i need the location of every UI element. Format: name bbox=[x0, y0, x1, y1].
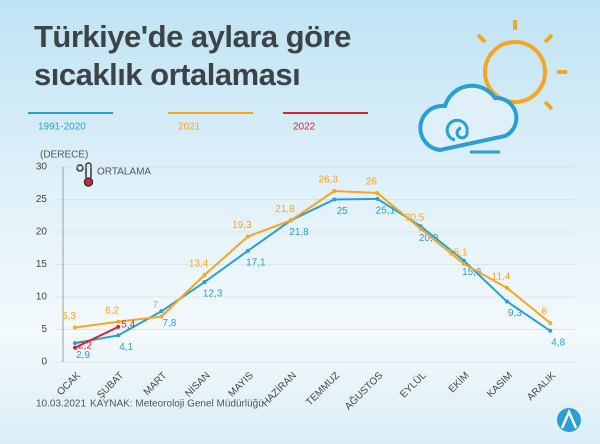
data-label: 6,2 bbox=[105, 305, 119, 316]
legend-label: 2021 bbox=[178, 122, 201, 133]
data-point bbox=[289, 218, 293, 223]
data-point bbox=[461, 261, 466, 266]
data-label: 2,2 bbox=[78, 340, 92, 351]
data-label: 13,4 bbox=[189, 259, 209, 270]
data-point bbox=[505, 285, 509, 290]
data-label: 6 bbox=[541, 307, 547, 318]
data-label: 7,8 bbox=[162, 318, 176, 329]
data-label: 4,8 bbox=[551, 337, 565, 348]
data-label: 21,8 bbox=[275, 204, 295, 215]
data-label: 12,3 bbox=[203, 289, 223, 300]
y-axis-label: (DERECE) bbox=[40, 150, 88, 161]
y-tick-label: 30 bbox=[36, 162, 48, 173]
data-label: 25 bbox=[337, 206, 349, 217]
data-label: 26,3 bbox=[318, 175, 338, 186]
legend-label: 1991-2020 bbox=[38, 122, 86, 133]
x-tick-label: OCAK bbox=[55, 370, 83, 398]
data-point bbox=[116, 324, 121, 329]
date: 10.03.2021 bbox=[36, 399, 86, 410]
data-point bbox=[375, 196, 380, 201]
y-tick-label: 0 bbox=[41, 357, 47, 368]
data-point bbox=[548, 328, 553, 333]
data-label: 5,4 bbox=[121, 320, 135, 331]
y-tick-label: 5 bbox=[41, 324, 47, 335]
x-tick-label: MART bbox=[142, 370, 170, 398]
weather-icon bbox=[418, 20, 567, 154]
data-label: 15,1 bbox=[448, 247, 468, 258]
data-point bbox=[116, 333, 121, 338]
x-tick-label: NİSAN bbox=[182, 369, 213, 400]
x-tick-label: TEMMUZ bbox=[304, 370, 342, 408]
data-point bbox=[375, 191, 380, 195]
x-tick-label: MAYIS bbox=[227, 370, 256, 399]
data-point bbox=[461, 258, 466, 263]
logo bbox=[557, 408, 581, 432]
data-point bbox=[116, 319, 121, 324]
y-tick-label: 15 bbox=[36, 259, 48, 270]
data-label: 2,9 bbox=[76, 350, 90, 361]
data-label: 20,5 bbox=[405, 212, 425, 223]
x-tick-label: KASIM bbox=[485, 370, 515, 400]
legend-label: 2022 bbox=[293, 122, 316, 133]
data-label: 5,3 bbox=[62, 311, 76, 322]
data-point bbox=[332, 197, 337, 202]
data-point bbox=[418, 226, 423, 231]
data-label: 7 bbox=[153, 300, 159, 311]
data-label: 25,1 bbox=[376, 205, 396, 216]
data-label: 11,4 bbox=[492, 272, 511, 283]
data-label: 19,3 bbox=[232, 220, 252, 231]
data-point bbox=[73, 341, 77, 346]
y-tick-label: 25 bbox=[36, 194, 48, 205]
data-label: 15,6 bbox=[462, 267, 482, 278]
series-line bbox=[74, 190, 551, 329]
annotation: ORTALAMA bbox=[97, 167, 151, 178]
data-point bbox=[159, 309, 164, 314]
data-point bbox=[548, 321, 553, 325]
data-label: 21,8 bbox=[289, 227, 309, 238]
x-tick-label: HAZİRAN bbox=[259, 369, 299, 409]
data-label: 17,1 bbox=[246, 257, 266, 268]
data-point bbox=[202, 280, 207, 285]
data-point bbox=[73, 345, 77, 350]
data-point bbox=[245, 248, 250, 253]
x-tick-label: ŞUBAT bbox=[95, 370, 126, 401]
data-point bbox=[202, 272, 207, 277]
series-line bbox=[74, 325, 119, 349]
data-point bbox=[159, 314, 164, 319]
source: KAYNAK: Meteoroloji Genel Müdürlüğü bbox=[90, 399, 264, 410]
chart-title: Türkiye'de aylara göre sıcaklık ortalama… bbox=[34, 19, 351, 92]
data-label: 9,3 bbox=[508, 308, 522, 319]
data-label: 26 bbox=[366, 177, 378, 188]
x-tick-label: EKİM bbox=[445, 369, 471, 395]
thermometer-icon bbox=[76, 162, 94, 187]
data-point bbox=[332, 189, 337, 194]
x-tick-label: EYLÜL bbox=[398, 369, 429, 400]
y-tick-label: 10 bbox=[36, 292, 48, 303]
data-point bbox=[505, 299, 509, 304]
x-tick-label: ARALIK bbox=[525, 370, 558, 403]
data-point bbox=[73, 325, 77, 330]
data-label: 20,9 bbox=[419, 233, 439, 244]
data-point bbox=[245, 234, 250, 239]
y-tick-label: 20 bbox=[36, 227, 48, 238]
data-label: 4,1 bbox=[119, 342, 133, 353]
x-tick-label: AĞUSTOS bbox=[342, 369, 386, 413]
